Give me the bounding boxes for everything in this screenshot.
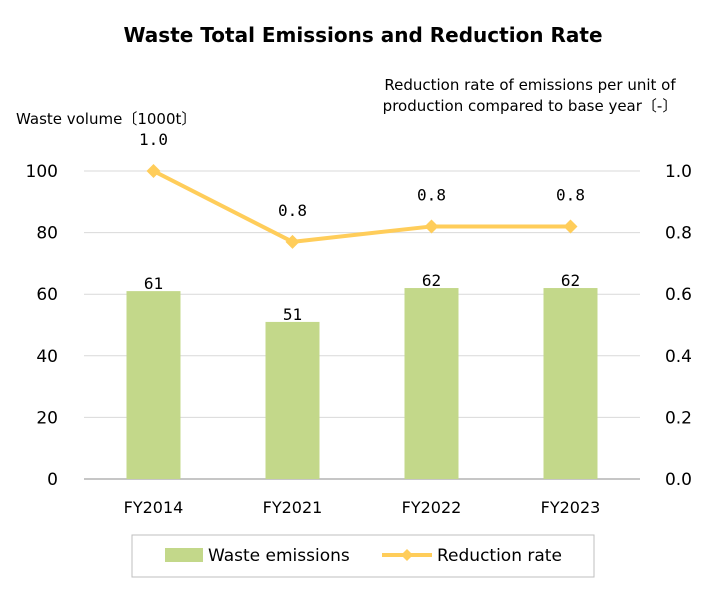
left-tick-label: 60 bbox=[36, 285, 58, 305]
line-value-label: 0.8 bbox=[556, 185, 585, 204]
reduction-rate-line bbox=[152, 169, 571, 244]
right-tick-label: 0.6 bbox=[665, 285, 692, 305]
chart-title: Waste Total Emissions and Reduction Rate bbox=[123, 23, 602, 47]
reduction-rate-marker bbox=[424, 219, 439, 234]
left-tick-label: 0 bbox=[47, 470, 58, 490]
bar-fy2014 bbox=[126, 291, 181, 479]
right-axis-label-line-2: production compared to base year〔-〕 bbox=[383, 97, 678, 115]
line-value-label: 1.0 bbox=[139, 130, 168, 149]
right-tick-label: 1.0 bbox=[665, 162, 692, 182]
right-tick-label: 0.8 bbox=[665, 224, 692, 244]
legend-line-marker bbox=[401, 549, 413, 561]
right-tick-label: 0.0 bbox=[665, 470, 692, 490]
reduction-rate-marker bbox=[563, 219, 578, 234]
legend-label-reduction-rate: Reduction rate bbox=[437, 546, 562, 566]
legend-box bbox=[131, 534, 595, 578]
left-tick-label: 40 bbox=[36, 347, 58, 367]
category-label: FY2014 bbox=[124, 498, 184, 517]
line-value-label: 0.8 bbox=[278, 201, 307, 220]
line-value-label: 0.8 bbox=[417, 185, 446, 204]
reduction-rate-marker bbox=[146, 164, 161, 178]
bar-value-label: 62 bbox=[422, 271, 441, 290]
bar-fy2021 bbox=[265, 321, 320, 479]
bar-value-label: 51 bbox=[283, 305, 302, 324]
legend: Waste emissions Reduction rate bbox=[131, 534, 595, 578]
bar-fy2023 bbox=[543, 288, 598, 479]
line-series-reduction-rate bbox=[146, 164, 578, 249]
category-label: FY2022 bbox=[402, 498, 462, 517]
right-tick-label: 0.2 bbox=[665, 408, 692, 428]
bar-value-label: 61 bbox=[144, 274, 163, 293]
left-axis-label: Waste volume〔1000t〕 bbox=[16, 110, 196, 128]
axis-ticks: 0 20 40 60 80 100 0.0 0.2 0.4 0.6 0.8 1.0 bbox=[26, 162, 692, 490]
left-tick-label: 80 bbox=[36, 224, 58, 244]
bar-fy2022 bbox=[404, 288, 459, 479]
bar-series-waste-emissions bbox=[126, 288, 598, 479]
category-label: FY2021 bbox=[263, 498, 323, 517]
data-labels: 61 51 62 62 1.0 0.8 0.8 0.8 bbox=[139, 130, 585, 324]
left-tick-label: 100 bbox=[26, 162, 58, 182]
reduction-rate-marker bbox=[285, 234, 300, 249]
legend-bar-swatch bbox=[165, 548, 203, 562]
bar-value-label: 62 bbox=[561, 271, 580, 290]
right-axis-label-line-1: Reduction rate of emissions per unit of bbox=[384, 76, 676, 94]
category-label: FY2023 bbox=[541, 498, 601, 517]
category-labels: FY2014 FY2021 FY2022 FY2023 bbox=[124, 498, 601, 517]
right-tick-label: 0.4 bbox=[665, 347, 692, 367]
legend-label-waste-emissions: Waste emissions bbox=[208, 546, 350, 566]
left-tick-label: 20 bbox=[36, 408, 58, 428]
